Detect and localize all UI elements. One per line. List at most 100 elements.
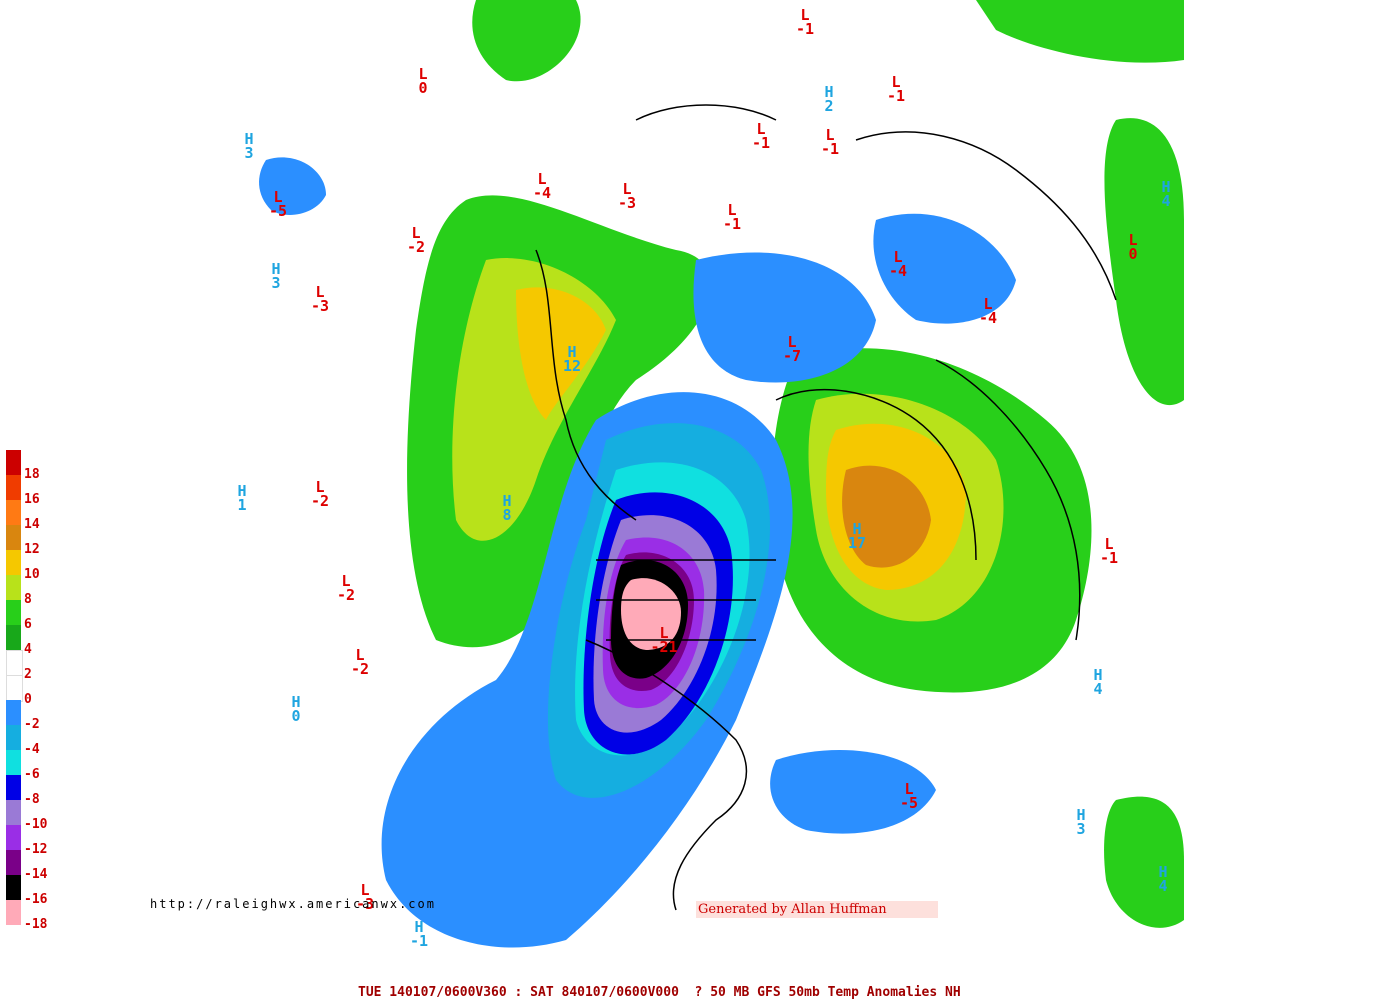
center-type: H xyxy=(852,520,862,538)
legend-swatch xyxy=(6,450,21,475)
center-type: L xyxy=(1128,231,1138,249)
center-value: -1 xyxy=(409,932,429,950)
center-value: 3 xyxy=(1076,820,1086,838)
low-center-label: L -1 xyxy=(1092,535,1126,567)
center-type: H xyxy=(1161,178,1171,196)
center-value: -3 xyxy=(310,297,330,315)
green-north xyxy=(472,0,581,82)
center-type: L xyxy=(983,295,993,313)
center-value: -4 xyxy=(888,262,908,280)
legend-swatch xyxy=(6,900,21,925)
map-fields xyxy=(259,0,1184,948)
pink-core xyxy=(621,578,681,650)
center-type: L xyxy=(537,170,547,188)
blue-field-arctic xyxy=(693,252,876,383)
legend-label: 12 xyxy=(24,542,40,557)
low-center-label: L -2 xyxy=(329,572,363,604)
low-center-label: L -1 xyxy=(788,8,822,37)
center-type: L xyxy=(273,188,283,206)
credit-label: Generated by Allan Huffman xyxy=(696,901,938,918)
legend-swatch xyxy=(6,700,21,725)
center-value: -7 xyxy=(782,347,802,365)
center-type: L xyxy=(315,283,325,301)
legend-swatch xyxy=(6,675,23,702)
legend-label: 6 xyxy=(24,617,32,632)
anomaly-shading xyxy=(259,0,1184,948)
center-value: 3 xyxy=(244,144,254,162)
center-type: L xyxy=(904,780,914,798)
orange-east xyxy=(842,465,931,568)
blue-atlantic-south xyxy=(770,750,936,834)
low-center-label: L -3 xyxy=(610,182,644,211)
center-value: -2 xyxy=(350,660,370,678)
center-type: L xyxy=(659,624,669,642)
legend-swatch xyxy=(6,500,21,525)
center-type: L xyxy=(418,65,428,83)
low-center-label: L -2 xyxy=(343,648,377,678)
low-center-label: L -3 xyxy=(303,283,337,315)
high-center-label: H 17 xyxy=(840,520,874,551)
center-type: H xyxy=(291,693,301,711)
low-center-label: L -1 xyxy=(813,126,847,157)
legend-label: 16 xyxy=(24,492,40,507)
center-type: L xyxy=(893,248,903,266)
center-value: 0 xyxy=(418,79,428,97)
center-value: 3 xyxy=(271,274,281,292)
center-type: L xyxy=(341,572,351,590)
center-value: 4 xyxy=(1158,877,1168,895)
legend-label: 0 xyxy=(24,692,32,707)
low-center-label: L -21 xyxy=(647,624,681,655)
center-value: -4 xyxy=(532,184,552,202)
center-value: -2 xyxy=(310,492,330,510)
center-type: L xyxy=(891,73,901,91)
center-type: H xyxy=(414,918,424,936)
low-center-label: L -2 xyxy=(303,478,337,510)
center-type: L xyxy=(825,126,835,144)
legend-label: -14 xyxy=(24,867,48,882)
legend-label: 10 xyxy=(24,567,40,582)
center-type: H xyxy=(244,130,254,148)
center-type: L xyxy=(1104,535,1114,553)
legend-swatch xyxy=(6,775,21,800)
legend-swatch xyxy=(6,575,21,600)
low-center-label: L -7 xyxy=(775,335,809,365)
center-type: H xyxy=(567,343,577,361)
legend-label: 18 xyxy=(24,467,40,482)
legend-label: -8 xyxy=(24,792,40,807)
center-value: -5 xyxy=(899,794,919,812)
low-center-label: L -4 xyxy=(525,170,559,202)
yellow-west xyxy=(516,287,606,420)
legend-label: -16 xyxy=(24,892,48,907)
center-type: L xyxy=(315,478,325,496)
center-value: 1 xyxy=(237,496,247,514)
low-center-label: L -1 xyxy=(715,203,749,232)
low-center-label: L -5 xyxy=(892,780,926,812)
legend-swatch xyxy=(6,550,21,575)
high-center-label: H -1 xyxy=(402,918,436,950)
source-url: http://raleighwx.americanwx.com xyxy=(150,897,436,911)
center-value: -2 xyxy=(336,586,356,604)
legend-swatch xyxy=(6,650,23,677)
center-value: -1 xyxy=(886,87,906,105)
legend-swatch xyxy=(6,850,21,875)
footer-caption: TUE 140107/0600V360 : SAT 840107/0600V00… xyxy=(358,985,961,1000)
center-value: 0 xyxy=(291,707,301,725)
legend-swatch xyxy=(6,725,21,750)
legend-label: -2 xyxy=(24,717,40,732)
coastlines xyxy=(535,104,1117,911)
center-value: -5 xyxy=(268,202,288,220)
center-type: H xyxy=(1076,806,1086,824)
center-value: -1 xyxy=(1099,549,1119,567)
center-type: L xyxy=(411,224,421,242)
center-value: 4 xyxy=(1093,680,1103,698)
legend-label: -18 xyxy=(24,917,48,932)
anomaly-map: L -1 L -1 L 0 H 2 L -1 L -1 H 3 L -5 L -4 L -3 L -1 L -2 H 3 L -3 H 4… xyxy=(216,0,1184,965)
legend-label: -6 xyxy=(24,767,40,782)
legend-label: 8 xyxy=(24,592,32,607)
